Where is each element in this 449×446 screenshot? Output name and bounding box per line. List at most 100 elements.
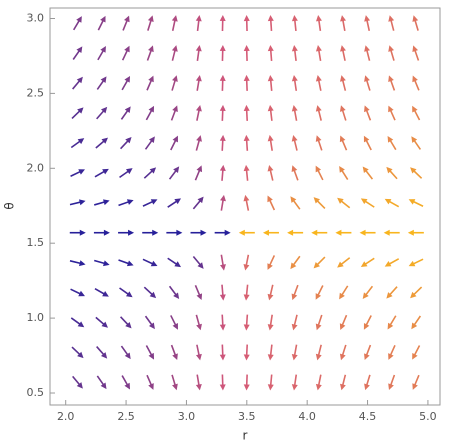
arrow-shaft	[119, 287, 130, 296]
arrow	[194, 165, 203, 181]
arrow-head	[340, 45, 346, 52]
arrow-head	[173, 166, 180, 173]
arrow-head	[125, 168, 133, 175]
arrow-head	[196, 293, 203, 301]
arrow-head	[200, 229, 207, 236]
arrow	[360, 198, 375, 208]
arrow-head	[388, 383, 394, 391]
arrow	[243, 314, 250, 331]
arrow	[364, 374, 371, 391]
arrow	[243, 284, 250, 301]
arrow-head	[76, 382, 83, 389]
arrow-head	[291, 353, 298, 361]
arrow	[94, 259, 110, 267]
arrow	[142, 229, 159, 236]
arrow-head	[76, 76, 83, 84]
arrow-head	[267, 74, 274, 82]
arrow-head	[267, 324, 274, 331]
arrow-head	[362, 292, 369, 299]
arrow-head	[195, 105, 202, 112]
plot-frame	[49, 7, 441, 406]
arrow-shaft	[339, 199, 351, 209]
y-axis-label: θ	[3, 202, 17, 209]
arrow-head	[337, 261, 344, 268]
arrow	[315, 374, 322, 391]
arrow	[146, 45, 154, 61]
arrow	[71, 107, 84, 119]
arrow	[362, 285, 374, 299]
arrow	[120, 106, 131, 120]
arrow	[121, 45, 130, 61]
arrow	[220, 194, 226, 211]
arrow	[313, 197, 326, 209]
arrow-shaft	[269, 284, 274, 297]
arrow-head	[340, 75, 346, 82]
arrow-shaft	[245, 108, 249, 121]
arrow-head	[219, 44, 226, 52]
arrow-head	[78, 290, 85, 297]
arrow-head	[384, 261, 392, 267]
x-tick-label: 3.0	[178, 410, 196, 423]
arrow	[195, 135, 202, 151]
x-tick-label: 2.0	[57, 410, 75, 423]
arrow-head	[315, 105, 322, 112]
arrow	[267, 374, 274, 391]
arrow-shaft	[412, 286, 423, 296]
arrow-head	[219, 294, 226, 301]
arrow	[94, 168, 109, 178]
arrow-head	[148, 105, 155, 113]
arrow-head	[219, 14, 226, 22]
arrow-head	[195, 75, 202, 82]
arrow-head	[315, 135, 322, 142]
arrow	[192, 256, 204, 269]
arrow-head	[147, 15, 154, 22]
arrow	[121, 75, 131, 91]
arrow	[72, 76, 83, 90]
arrow-head	[124, 75, 131, 83]
arrow-head	[364, 353, 370, 361]
arrow	[219, 14, 226, 31]
arrow	[364, 344, 372, 361]
arrow-head	[360, 198, 368, 205]
arrow	[267, 314, 274, 331]
arrow-head	[102, 168, 109, 175]
arrow	[339, 105, 347, 121]
arrow	[339, 135, 348, 151]
arrow-head	[196, 323, 202, 331]
arrow-shaft	[316, 285, 324, 297]
arrow-head	[267, 165, 274, 172]
arrow	[243, 344, 250, 361]
arrow	[145, 345, 155, 360]
arrow	[388, 374, 396, 391]
arrow	[364, 15, 371, 31]
arrow	[70, 317, 85, 328]
arrow-head	[100, 15, 106, 23]
arrow	[291, 284, 299, 301]
arrow-head	[364, 15, 371, 22]
arrow-shaft	[121, 79, 129, 91]
arrow-shaft	[389, 108, 396, 121]
arrow	[243, 134, 250, 151]
arrow-head	[100, 382, 107, 390]
arrow	[291, 15, 298, 32]
arrow-shaft	[69, 201, 82, 206]
arrow-head	[337, 197, 344, 204]
arrow-head	[149, 291, 157, 299]
arrow	[291, 74, 298, 91]
arrow-head	[219, 104, 226, 111]
arrow-shaft	[317, 108, 322, 121]
arrow	[386, 286, 398, 299]
arrow-head	[311, 229, 318, 236]
arrow	[267, 104, 274, 121]
arrow	[290, 196, 301, 210]
arrow-head	[290, 196, 297, 203]
arrow-shaft	[269, 344, 273, 357]
arrow-head	[101, 137, 108, 144]
arrow-head	[340, 383, 346, 391]
arrow-head	[243, 194, 250, 202]
arrow	[291, 104, 298, 121]
arrow-head	[408, 199, 416, 205]
arrow-head	[219, 164, 226, 172]
arrow-head	[387, 135, 394, 143]
arrow	[412, 345, 421, 360]
